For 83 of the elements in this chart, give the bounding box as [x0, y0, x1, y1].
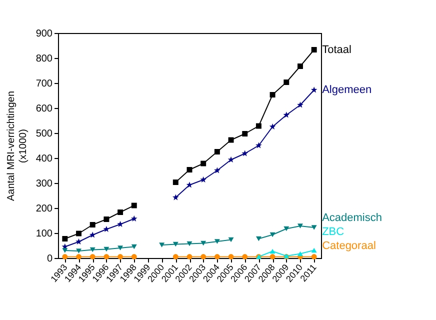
y-tick-label: 100: [36, 228, 53, 240]
point: [214, 167, 220, 174]
point: [172, 242, 178, 247]
point: [284, 226, 290, 232]
point: [270, 232, 276, 238]
point: [256, 123, 262, 129]
point: [159, 242, 165, 248]
point: [228, 137, 234, 143]
y-axis-title: Aantal MRI-verrichtingen (x1000): [6, 90, 29, 202]
series-label: Totaal: [322, 44, 352, 56]
point: [131, 254, 137, 260]
point: [118, 210, 124, 215]
point: [90, 247, 96, 252]
point: [311, 248, 317, 253]
point: [104, 246, 110, 252]
point: [76, 238, 82, 244]
point: [297, 102, 304, 108]
point: [228, 254, 234, 260]
point: [104, 254, 110, 260]
point: [118, 246, 124, 250]
point: [284, 80, 290, 85]
point: [242, 131, 248, 136]
point: [200, 240, 206, 246]
y-tick-label: 200: [36, 204, 53, 214]
point: [200, 160, 206, 166]
point: [76, 230, 82, 236]
y-tick-label: 900: [36, 28, 53, 40]
point: [270, 92, 276, 98]
point: [186, 241, 192, 246]
y-tick-label: 500: [36, 128, 53, 140]
y-tick-label: 700: [36, 78, 53, 90]
point: [283, 112, 290, 118]
point: [270, 254, 276, 260]
point: [311, 47, 317, 52]
point: [172, 180, 178, 185]
point: [131, 202, 137, 208]
point: [228, 156, 234, 162]
point: [172, 194, 179, 200]
point: [270, 248, 276, 254]
point: [118, 254, 124, 260]
point: [298, 224, 303, 228]
series-label: Academisch: [322, 212, 382, 224]
point: [62, 248, 68, 253]
y-tick-label: 400: [36, 154, 53, 164]
point: [200, 176, 207, 182]
point: [131, 244, 137, 250]
point: [89, 232, 96, 238]
point: [62, 236, 68, 242]
y-tick-label: 300: [36, 178, 53, 190]
point: [103, 226, 110, 232]
point: [214, 254, 220, 260]
point: [311, 254, 317, 260]
series-label: ZBC: [322, 226, 344, 238]
y-tick-label: 0: [46, 254, 53, 264]
point: [90, 254, 96, 260]
point: [214, 239, 220, 244]
point: [256, 236, 262, 242]
point: [62, 254, 68, 260]
point: [214, 149, 220, 154]
point: [76, 248, 82, 254]
point: [76, 254, 82, 260]
point: [172, 254, 178, 260]
point: [228, 237, 234, 242]
y-tick-label: 800: [36, 54, 53, 64]
point: [310, 86, 318, 93]
point: [186, 167, 192, 172]
point: [256, 142, 262, 148]
point: [242, 150, 248, 156]
y-tick-label: 600: [36, 104, 53, 114]
point: [269, 123, 276, 130]
point: [130, 215, 138, 222]
point: [90, 222, 96, 228]
series-label: Algemeen: [322, 84, 372, 96]
point: [298, 64, 303, 69]
point: [186, 182, 193, 188]
point: [104, 216, 110, 222]
series-label: Categoraal: [322, 240, 376, 252]
point: [298, 251, 303, 256]
point: [117, 220, 124, 227]
point: [186, 254, 192, 260]
point: [200, 254, 206, 260]
point: [242, 254, 248, 260]
point: [311, 225, 317, 230]
